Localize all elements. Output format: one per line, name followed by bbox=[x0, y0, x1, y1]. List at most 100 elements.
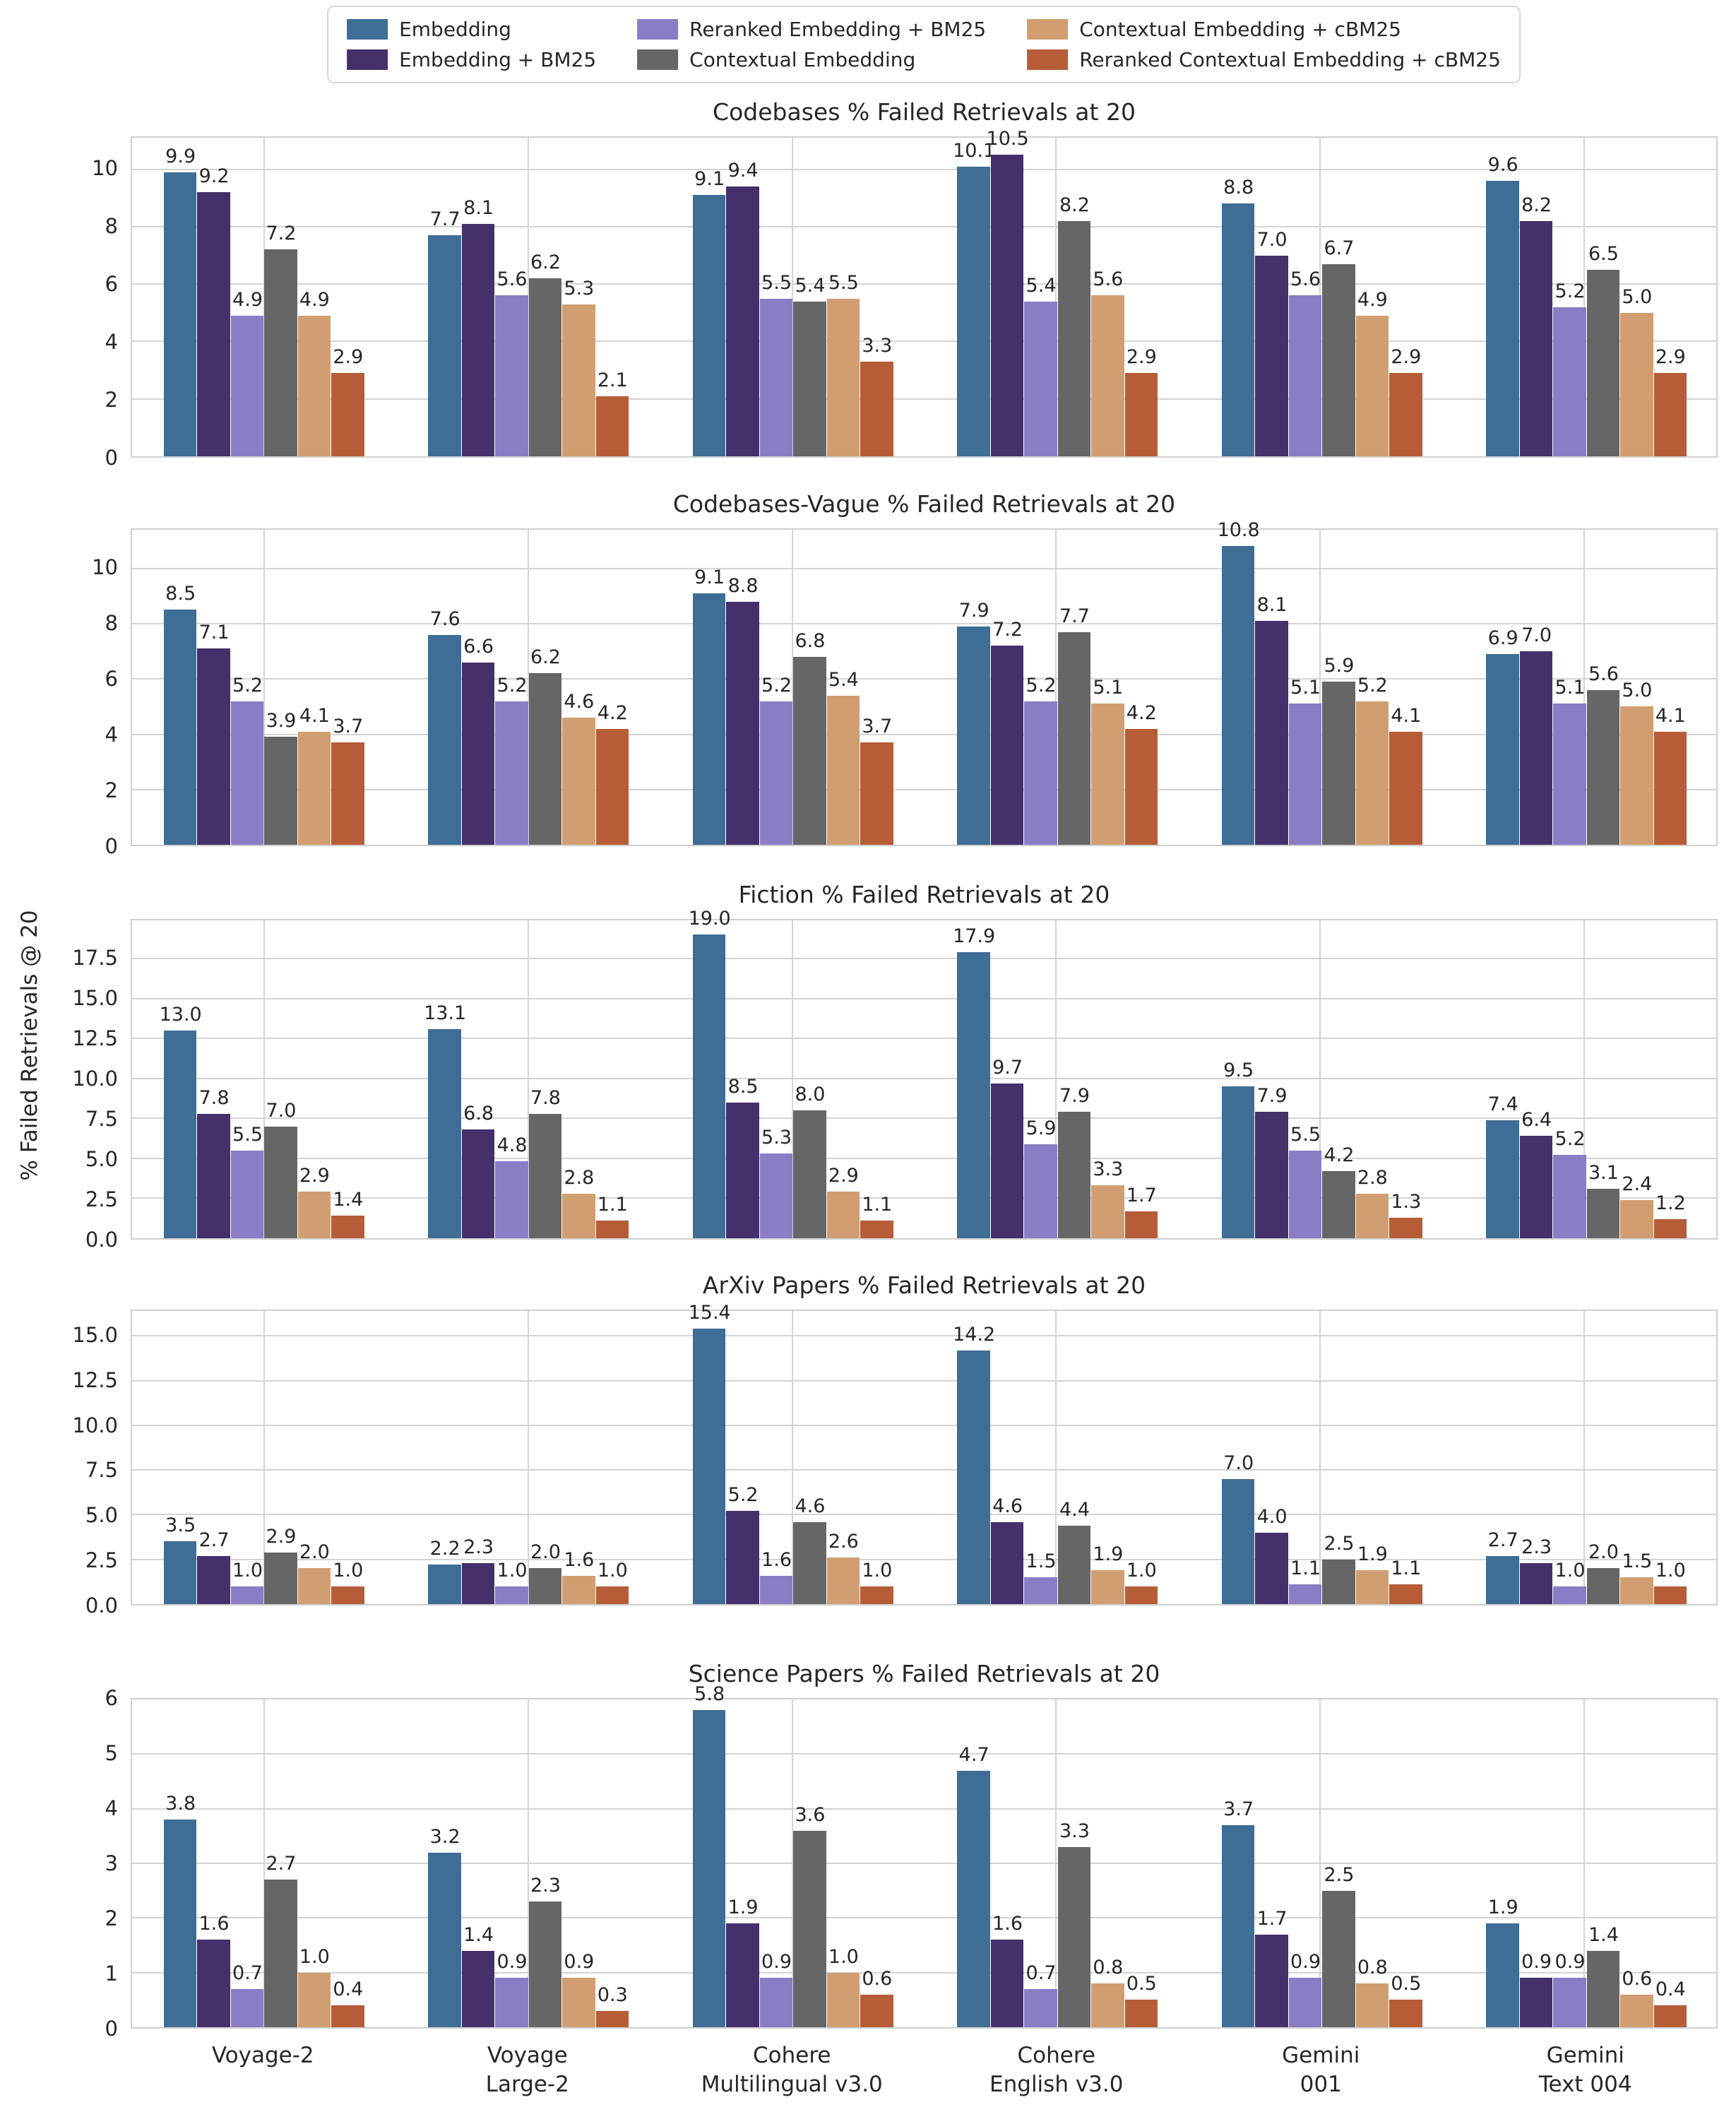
bar-embedding bbox=[163, 1820, 197, 2027]
bar-value-label: 2.3 bbox=[463, 1536, 494, 1558]
bar-value-label: 2.7 bbox=[198, 1529, 230, 1551]
bar-reranked-embedding-bm25 bbox=[759, 1978, 793, 2027]
x-tick-label-line: Gemini bbox=[1282, 2043, 1360, 2068]
bar-value-label: 8.5 bbox=[165, 583, 196, 605]
legend: Embedding Embedding + BM25 Reranked Embedd… bbox=[327, 6, 1521, 83]
bar-value-label: 9.1 bbox=[694, 168, 725, 191]
legend-swatch-reranked-contextual-embedding-cbm25 bbox=[1027, 49, 1069, 70]
bar-value-label: 1.6 bbox=[564, 1548, 595, 1571]
bar-reranked-contextual-embedding-cbm25 bbox=[331, 1586, 364, 1604]
bar-embedding bbox=[1486, 1555, 1519, 1604]
bar-value-label: 4.9 bbox=[299, 288, 330, 311]
bar-value-label: 7.9 bbox=[1256, 1085, 1288, 1108]
bar-contextual-embedding bbox=[528, 278, 562, 456]
y-tick-label: 2 bbox=[105, 388, 118, 413]
bar-value-label: 9.6 bbox=[1487, 153, 1518, 176]
bar-value-label: 19.0 bbox=[688, 908, 731, 930]
bar-reranked-contextual-embedding-cbm25 bbox=[331, 1216, 364, 1238]
bar-value-label: 4.6 bbox=[992, 1495, 1023, 1517]
bar-value-label: 5.2 bbox=[232, 674, 263, 696]
gridline-vertical bbox=[1055, 138, 1057, 456]
bar-value-label: 0.3 bbox=[597, 1983, 628, 2006]
bar-value-label: 7.7 bbox=[429, 208, 460, 231]
gridline-vertical bbox=[263, 530, 265, 845]
y-tick-label: 0 bbox=[105, 446, 118, 470]
bar-embedding-bm25 bbox=[990, 1521, 1024, 1604]
bar-value-label: 5.4 bbox=[795, 274, 826, 297]
bar-value-label: 5.2 bbox=[761, 674, 792, 696]
bar-contextual-embedding-cbm25 bbox=[826, 1972, 860, 2027]
y-tick-label: 2 bbox=[105, 1906, 118, 1930]
bar-reranked-contextual-embedding-cbm25 bbox=[1124, 373, 1158, 456]
legend-swatch-contextual-embedding-cbm25 bbox=[1027, 19, 1069, 40]
bar-reranked-contextual-embedding-cbm25 bbox=[1653, 373, 1687, 456]
bar-value-label: 0.9 bbox=[1554, 1951, 1586, 1974]
bar-contextual-embedding bbox=[264, 737, 297, 845]
gridline-horizontal bbox=[132, 1038, 1716, 1040]
bar-value-label: 3.3 bbox=[1093, 1158, 1124, 1181]
legend-item-contextual-embedding-cbm25: Contextual Embedding + cBM25 bbox=[1027, 18, 1501, 41]
gridline-vertical bbox=[527, 138, 529, 456]
bar-embedding bbox=[692, 195, 726, 456]
gridline-vertical bbox=[1583, 920, 1586, 1238]
bar-embedding-bm25 bbox=[1519, 220, 1553, 456]
bar-reranked-embedding-bm25 bbox=[495, 1161, 528, 1238]
bar-value-label: 1.6 bbox=[761, 1548, 792, 1571]
bar-value-label: 8.2 bbox=[1059, 194, 1090, 216]
bar-value-label: 9.1 bbox=[694, 566, 725, 588]
bar-contextual-embedding bbox=[528, 673, 562, 845]
bar-reranked-contextual-embedding-cbm25 bbox=[1124, 1211, 1158, 1238]
bar-reranked-contextual-embedding-cbm25 bbox=[1124, 1586, 1158, 1604]
bar-contextual-embedding bbox=[793, 1830, 826, 2027]
bar-reranked-embedding-bm25 bbox=[1288, 1150, 1322, 1238]
bar-embedding bbox=[428, 1852, 461, 2027]
y-tick-label: 10.0 bbox=[72, 1066, 118, 1091]
x-tick-label-line: Voyage-2 bbox=[211, 2043, 314, 2068]
bar-contextual-embedding-cbm25 bbox=[297, 1568, 331, 1604]
bar-contextual-embedding-cbm25 bbox=[562, 304, 595, 456]
bar-value-label: 5.4 bbox=[828, 668, 859, 691]
bar-value-label: 3.7 bbox=[333, 716, 364, 738]
bar-embedding bbox=[1221, 1824, 1255, 2027]
bar-value-label: 5.9 bbox=[1324, 655, 1355, 677]
x-tick-label-line: Text 004 bbox=[1538, 2072, 1632, 2097]
x-tick-label-line: English v3.0 bbox=[989, 2072, 1124, 2097]
gridline-vertical bbox=[1319, 530, 1321, 845]
y-tick-label: 8 bbox=[105, 214, 118, 239]
gridline-vertical bbox=[263, 1311, 265, 1604]
y-tick-label: 2 bbox=[105, 778, 118, 803]
bar-value-label: 2.4 bbox=[1622, 1173, 1653, 1195]
bar-reranked-contextual-embedding-cbm25 bbox=[595, 728, 629, 845]
bar-embedding bbox=[957, 626, 990, 845]
x-tick-label-line: Cohere bbox=[1017, 2043, 1095, 2068]
x-tick-label-line: Large-2 bbox=[485, 2072, 569, 2097]
bar-value-label: 3.2 bbox=[429, 1825, 460, 1848]
gridline-vertical bbox=[1055, 530, 1057, 845]
bar-value-label: 5.2 bbox=[1554, 1128, 1586, 1151]
gridline-vertical bbox=[1583, 530, 1586, 845]
y-tick-label: 15.0 bbox=[72, 1322, 118, 1347]
bar-value-label: 1.0 bbox=[597, 1559, 628, 1581]
bar-contextual-embedding-cbm25 bbox=[1355, 1983, 1389, 2027]
bar-contextual-embedding bbox=[528, 1568, 562, 1604]
bar-value-label: 6.4 bbox=[1521, 1109, 1552, 1132]
x-tick-label-gemini-001: Gemini 001 bbox=[1282, 2041, 1360, 2099]
subplot-title-codebases: Codebases % Failed Retrievals at 20 bbox=[713, 98, 1136, 126]
gridline-horizontal bbox=[132, 1335, 1716, 1337]
gridline-horizontal bbox=[132, 788, 1716, 790]
bar-value-label: 8.0 bbox=[795, 1084, 826, 1106]
bar-value-label: 9.2 bbox=[198, 165, 230, 188]
gridline-horizontal bbox=[132, 997, 1716, 999]
bar-value-label: 8.1 bbox=[463, 196, 494, 219]
bar-value-label: 1.4 bbox=[1588, 1923, 1619, 1946]
bar-value-label: 1.1 bbox=[1290, 1557, 1321, 1580]
bar-contextual-embedding bbox=[1322, 1559, 1355, 1604]
subplot-title-science-papers: Science Papers % Failed Retrievals at 20 bbox=[688, 1660, 1160, 1687]
bar-embedding bbox=[163, 610, 197, 845]
bar-value-label: 7.0 bbox=[1223, 1452, 1254, 1474]
bar-value-label: 5.3 bbox=[761, 1127, 792, 1149]
bar-reranked-contextual-embedding-cbm25 bbox=[860, 742, 893, 845]
bar-value-label: 2.1 bbox=[597, 369, 628, 391]
bar-contextual-embedding bbox=[1322, 682, 1355, 845]
bar-value-label: 3.7 bbox=[862, 716, 893, 738]
